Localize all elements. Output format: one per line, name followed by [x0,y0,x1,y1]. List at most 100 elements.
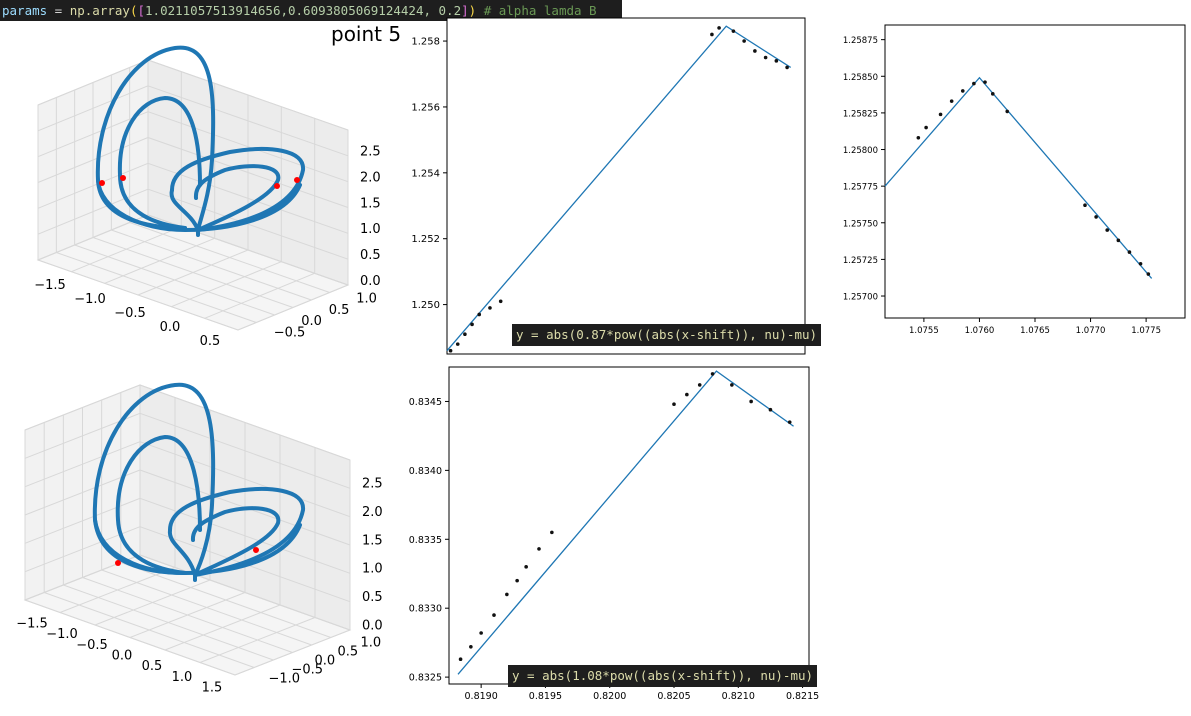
z-tick-label: 2.0 [360,171,381,186]
y-tick-label: 1.0 [361,636,382,651]
attractor-curve [193,164,281,232]
formula-bottom: y = abs(1.08*pow((abs(x-shift)), nu)-mu) [508,665,818,687]
y-tick-label: 1.0 [356,292,377,307]
data-point [1094,215,1098,219]
y-tick-label: 1.250 [411,300,440,311]
plot-top-middle: 1.250 1.252 1.254 1.256 1.258 [411,17,806,355]
x-tick-label: 0.8190 [465,691,498,702]
z-tick-label: 2.5 [362,477,383,492]
data-point [1127,250,1132,254]
plot3d-bottom: −1.5−1.0−0.50.00.51.01.5−1.0−0.50.00.51.… [16,382,383,696]
data-point [742,39,746,43]
grid-line [24,384,141,431]
marker-point [120,175,126,181]
x-tick-label: −1.5 [34,278,66,293]
data-point [470,322,474,327]
fit-line [457,370,794,675]
y-tick-label: 0.8335 [409,535,442,546]
x-tick-label: 0.8205 [657,691,690,702]
data-point [515,578,519,583]
z-tick-label: 0.0 [360,274,381,289]
fit-line [446,25,792,352]
attractor-curve [115,434,202,575]
plot3d-top-curve [95,45,305,237]
code-values: 1.0211057513914656,0.6093805069124424, 0… [145,3,462,18]
y-tick-label: 1.256 [411,102,440,113]
grid-line [37,59,149,106]
z-tick-label: 0.5 [362,590,383,605]
data-point [550,530,554,535]
y-tick-label: 1.258 [411,37,440,48]
data-point [730,383,734,387]
z-tick-label: 0.0 [362,618,383,633]
x-tick-label: −1.0 [46,627,78,642]
data-point [458,657,463,661]
plot-bottom-middle: 0.8325 0.8330 0.8335 0.8340 0.8345 0.8190 0.81… [409,366,819,702]
y-tick-label: 0.8340 [409,466,442,477]
code-paren-open: ( [129,3,138,18]
data-point [1105,228,1110,232]
code-bracket-close: ] [461,3,469,18]
code-bracket-open: [ [137,3,146,18]
data-point [505,592,509,597]
x-tick-label: 0.5 [200,334,221,345]
data-point [749,399,753,404]
plot-top-right-content: 1.25700 1.25725 1.25750 1.25775 1.25800 1.258… [843,24,1186,336]
data-point [498,299,503,304]
x-tick-label: −0.5 [76,638,108,653]
y-tick-label: 0.8325 [409,673,442,684]
data-point [785,65,789,70]
x-tick-label: −1.5 [16,616,48,631]
z-tick-label: 2.0 [362,505,383,520]
data-point [787,420,792,424]
data-point [717,26,721,30]
point-title: point 5 [331,22,402,46]
plot-frame [448,366,810,685]
code-fn: np.array [69,3,130,18]
marker-point [99,180,105,186]
y-tick-label: −0.5 [292,663,324,678]
data-point [768,407,773,412]
x-tick-label: 0.8215 [786,691,819,702]
grid-line [120,562,332,638]
x-tick-label: 0.5 [142,659,163,674]
x-tick-label: 0.8200 [593,691,626,702]
x-tick-label: 0.8195 [529,691,562,702]
y-tick-label: 1.25825 [843,109,878,119]
data-point [1005,109,1010,114]
data-point [983,80,987,84]
grid-line [234,629,351,676]
x-tick-label: 1.0755 [909,326,939,336]
plot-top-right: 1.25700 1.25725 1.25750 1.25775 1.25800 1.258… [843,24,1186,336]
data-point [469,644,473,649]
x-tick-label: 0.0 [112,649,133,664]
x-tick-label: 0.0 [160,320,181,335]
y-tick-label: −1.0 [269,672,301,687]
fit-line [884,76,1153,279]
x-tick-label: 0.8210 [722,691,755,702]
data-point [949,99,954,103]
data-point [710,32,714,37]
data-point [924,125,928,130]
attractor-curve [170,147,305,232]
attractor-curve [168,487,305,577]
data-point [448,348,453,353]
code-eq: = [47,3,70,18]
z-tick-label: 1.5 [360,196,381,211]
marker-point [253,547,259,553]
y-tick-label: 0.8345 [409,397,442,408]
y-tick-label: 0.5 [338,645,359,660]
plot3d-bottom-curve [92,382,305,582]
data-point [753,49,757,53]
data-point [763,55,768,60]
code-comment: # alpha lamda B [483,3,597,18]
data-point [477,312,482,317]
z-tick-label: 1.0 [360,222,381,237]
grid-line [147,59,349,131]
formula-bottom-text: y = abs(1.08*pow((abs(x-shift)), nu)-mu) [512,668,814,683]
z-tick-label: 2.5 [360,145,381,160]
x-tick-label: 1.5 [202,681,223,696]
attractor-curve [191,506,281,577]
y-tick-label: 1.25875 [843,36,878,46]
plot3d-top-axes [36,59,350,331]
